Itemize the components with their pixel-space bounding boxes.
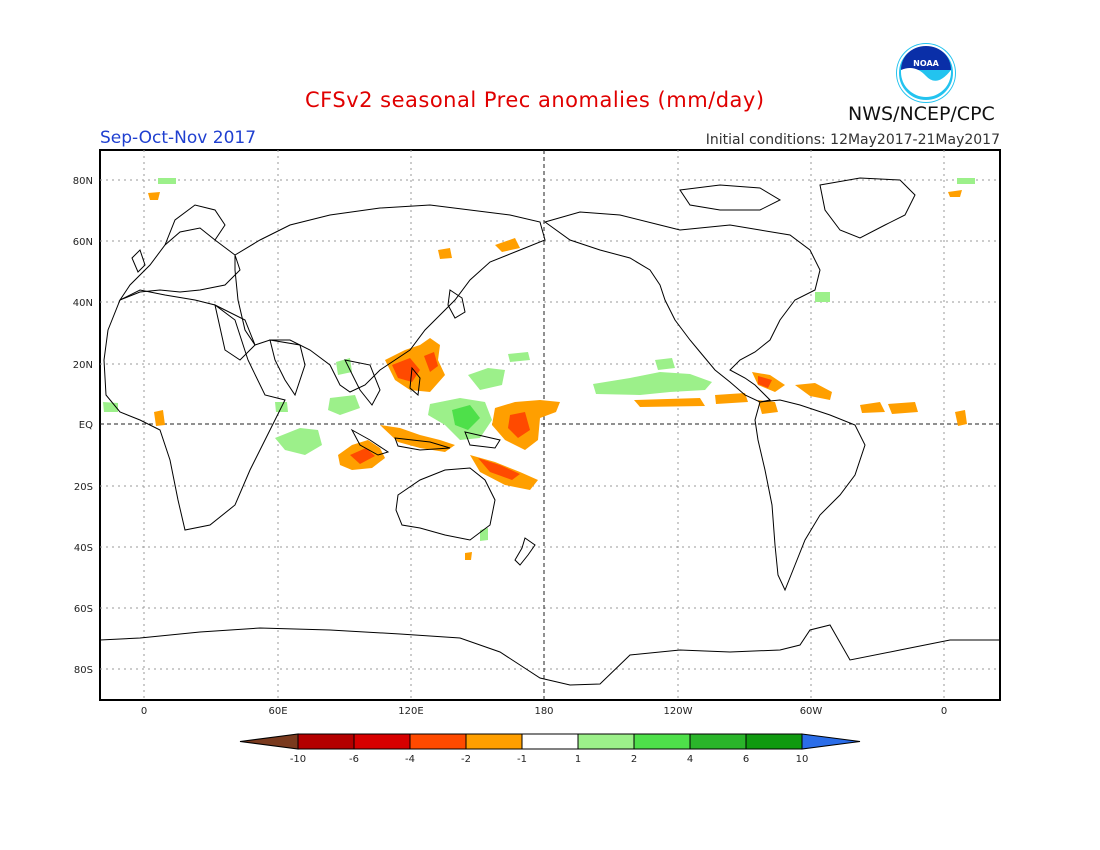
wet-anomaly: [275, 428, 322, 455]
lat-label: 20S: [74, 482, 93, 493]
colorbar-label: -1: [517, 754, 527, 765]
colorbar-label: 2: [631, 754, 637, 765]
wet-anomaly: [957, 178, 975, 184]
wet-anomaly: [593, 372, 712, 395]
dry-anomaly: [948, 190, 962, 197]
anomaly-fields: [103, 178, 975, 560]
colorbar-swatch: [465, 733, 523, 750]
wet-anomaly: [815, 292, 830, 302]
dry-anomaly: [508, 412, 530, 438]
lat-label: 40S: [74, 543, 93, 554]
lat-label: EQ: [79, 420, 93, 431]
wet-anomaly: [468, 368, 505, 390]
dry-anomaly: [154, 410, 165, 426]
colorbar-swatch: [297, 733, 355, 750]
dry-anomaly: [860, 402, 885, 413]
colorbar-swatch: [689, 733, 747, 750]
lat-label: 60S: [74, 604, 93, 615]
dry-anomaly: [715, 393, 748, 404]
dry-anomaly: [758, 400, 778, 414]
agency-label: NWS/NCEP/CPC: [848, 103, 995, 125]
colorbar-label: 4: [687, 754, 693, 765]
lon-label: 0: [141, 706, 147, 717]
wet-anomaly: [508, 352, 530, 362]
colorbar: -10 -6 -4 -2 -1 1 2 4 6 10: [239, 733, 861, 765]
dry-anomaly: [350, 448, 375, 464]
dry-anomaly: [795, 383, 832, 400]
dry-anomaly: [148, 192, 160, 200]
dry-anomaly: [478, 458, 520, 480]
colorbar-label: -4: [405, 754, 415, 765]
dry-anomaly: [380, 425, 455, 452]
lat-label: 60N: [73, 237, 93, 248]
colorbar-swatch: [745, 733, 803, 750]
lon-label: 60W: [800, 706, 823, 717]
wet-anomaly: [328, 395, 360, 415]
colorbar-label: 1: [575, 754, 581, 765]
colorbar-label: -2: [461, 754, 471, 765]
dry-anomaly: [438, 248, 452, 259]
logo-text: NOAA: [913, 59, 939, 68]
initial-conditions: Initial conditions: 12May2017-21May2017: [705, 132, 1000, 148]
colorbar-swatch: [409, 733, 467, 750]
dry-anomaly: [888, 402, 918, 414]
map-title: CFSv2 seasonal Prec anomalies (mm/day): [305, 88, 765, 112]
dry-anomaly: [465, 552, 472, 560]
wet-anomaly: [336, 358, 352, 375]
wet-anomaly: [655, 358, 675, 370]
dry-anomaly: [955, 410, 967, 426]
colorbar-extension-low: [239, 733, 299, 750]
colorbar-swatch: [521, 733, 579, 750]
dry-anomaly: [758, 376, 772, 388]
map-frame: [99, 149, 1001, 701]
lon-label: 120W: [664, 706, 693, 717]
wet-anomaly: [452, 405, 480, 430]
colorbar-swatch: [633, 733, 691, 750]
forecast-period: Sep-Oct-Nov 2017: [100, 128, 257, 148]
colorbar-swatch: [353, 733, 411, 750]
colorbar-label: -10: [290, 754, 306, 765]
lat-axis: 80N 60N 40N 20N EQ 20S 40S 60S 80S: [73, 176, 93, 676]
lat-label: 40N: [73, 298, 93, 309]
coastlines: [99, 177, 1000, 686]
colorbar-label: -6: [349, 754, 359, 765]
lon-axis: 0 60E 120E 180 120W 60W 0: [141, 706, 947, 717]
dry-anomaly: [392, 358, 420, 382]
wet-anomaly: [158, 178, 176, 184]
dry-anomaly: [495, 238, 520, 252]
dry-anomaly: [424, 352, 438, 372]
lat-label: 20N: [73, 360, 93, 371]
colorbar-extension-high: [801, 733, 861, 750]
lat-label: 80S: [74, 665, 93, 676]
colorbar-swatch: [577, 733, 635, 750]
lon-label: 60E: [268, 706, 287, 717]
dry-anomaly: [634, 398, 705, 407]
colorbar-label: 6: [743, 754, 749, 765]
colorbar-label: 10: [796, 754, 809, 765]
noaa-logo-icon: NOAA: [896, 43, 956, 103]
lon-label: 120E: [398, 706, 423, 717]
lat-label: 80N: [73, 176, 93, 187]
lon-label: 0: [941, 706, 947, 717]
lon-label: 180: [534, 706, 553, 717]
